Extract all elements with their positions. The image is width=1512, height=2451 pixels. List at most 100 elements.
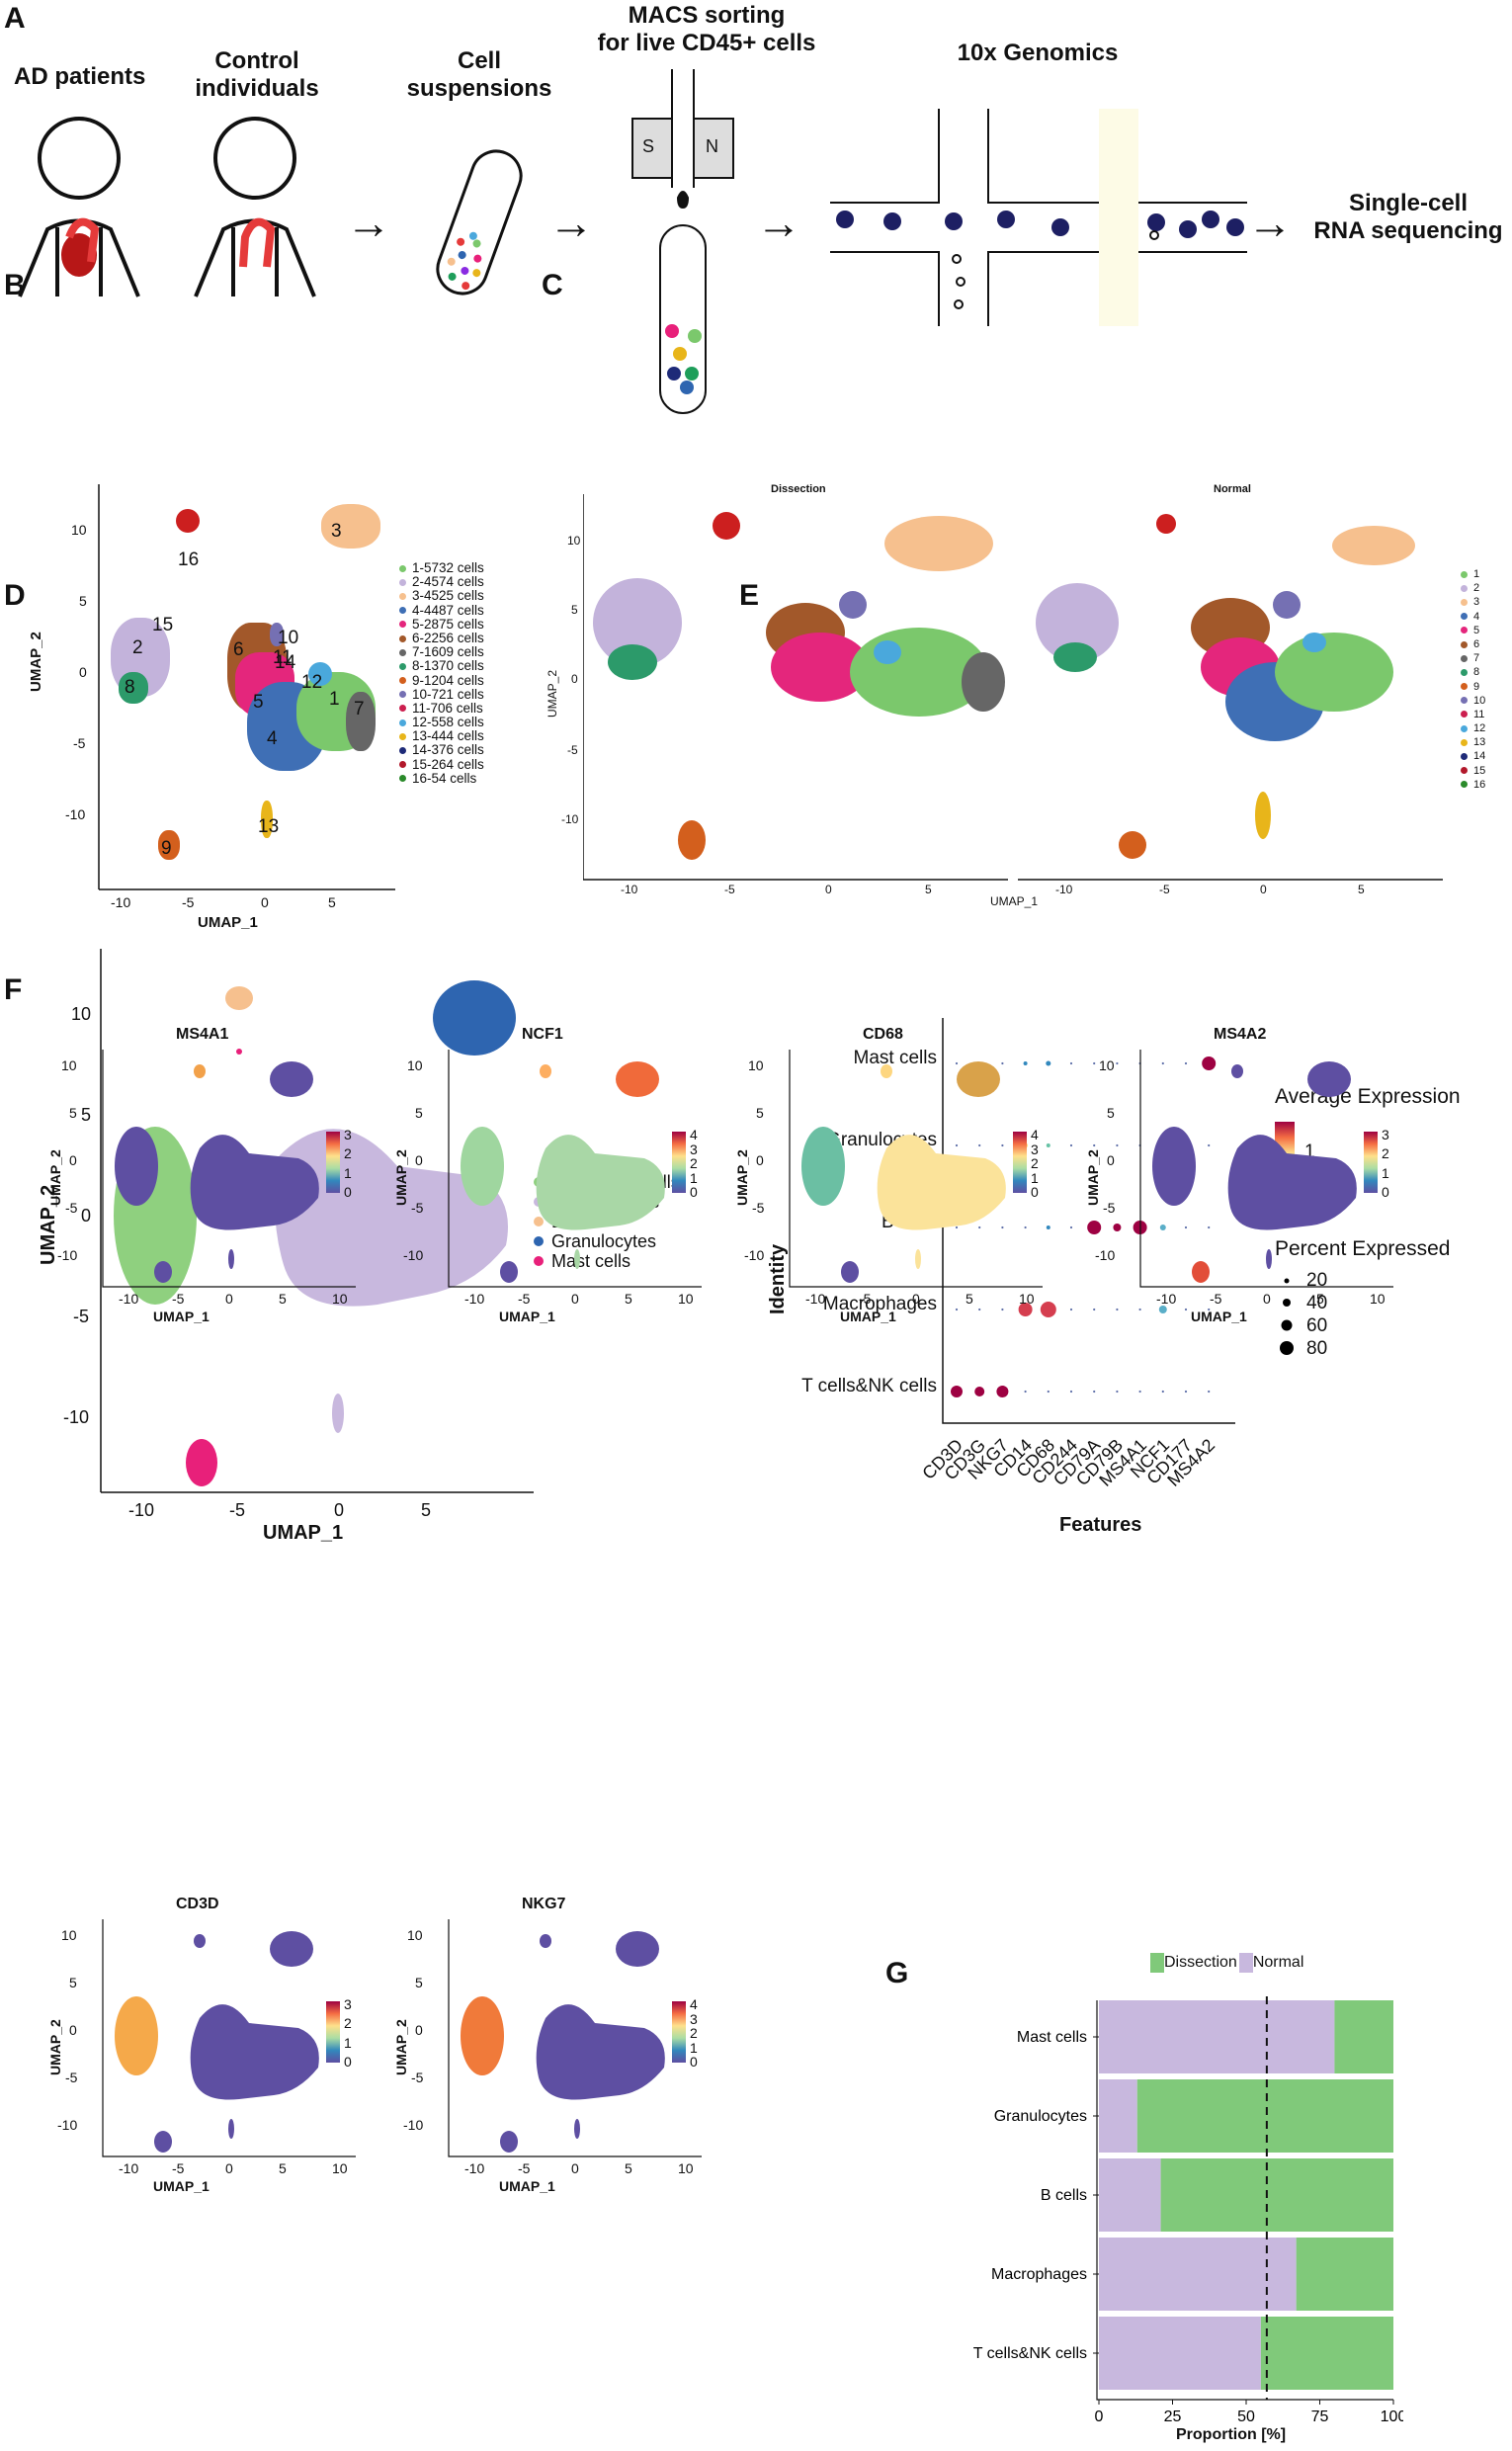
colorbar-tick: 3 — [1382, 1127, 1389, 1142]
cluster-blob — [616, 1061, 659, 1097]
legend-label: 9-1204 cells — [412, 672, 484, 688]
panel-letter-a: A — [4, 2, 26, 35]
cluster-blob — [332, 1394, 344, 1433]
tick-label: -10 — [621, 883, 638, 896]
cluster-blob — [190, 1135, 319, 1230]
x-tick-label: 75 — [1311, 2409, 1329, 2425]
x-tick-label: 50 — [1237, 2409, 1255, 2425]
feature-ylabel: UMAP_2 — [47, 1149, 63, 1206]
cluster-number: 2 — [132, 637, 143, 658]
tick-label: -10 — [805, 1291, 826, 1307]
legend-dot — [1461, 570, 1468, 578]
dot-CD244-T cells&NK cells — [1069, 1390, 1073, 1394]
tick-label: 5 — [625, 2160, 632, 2176]
cluster-blob — [270, 1061, 313, 1097]
tick-label: -5 — [411, 2070, 424, 2085]
tick-label: -10 — [464, 1291, 485, 1307]
cluster-blob — [236, 1049, 242, 1055]
g-axes — [1096, 2000, 1393, 2401]
microfluidic-chip — [830, 109, 1247, 326]
dot-CD244-Granulocytes — [1069, 1143, 1073, 1147]
cluster-blob — [1266, 1249, 1272, 1269]
cluster-blob — [1255, 792, 1271, 839]
cluster-number: 1 — [329, 689, 340, 710]
tick-label: 10 — [748, 1057, 764, 1073]
legend-item: 3 — [1461, 595, 1485, 609]
panel-letter-e: E — [739, 579, 760, 612]
x-tick-label: 25 — [1164, 2409, 1182, 2425]
legend-item: 13 — [1461, 735, 1485, 749]
legend-dot — [534, 1217, 544, 1226]
tick-label: 0 — [81, 1206, 92, 1226]
legend-label: 4 — [1473, 610, 1480, 623]
dot-NKG7-T cells&NK cells — [996, 1386, 1009, 1397]
dot-CD3G-Macrophages — [978, 1308, 981, 1311]
legend-label: 3 — [1473, 596, 1480, 609]
cluster-blob — [1231, 1064, 1243, 1078]
cluster-blob — [228, 2119, 234, 2139]
dot-CD79B-B cells — [1113, 1224, 1122, 1231]
legend-label: 10 — [1473, 694, 1486, 707]
legend-dot — [1461, 711, 1468, 718]
tick-label: -5 — [724, 883, 735, 896]
cluster-blob — [957, 1061, 1000, 1097]
legend-label: 8 — [1473, 666, 1480, 679]
cluster-blob — [1227, 1135, 1357, 1230]
cluster-blob — [1332, 526, 1415, 565]
dot-CD79A-B cells — [1087, 1221, 1102, 1234]
g-xlabel: Proportion [%] — [1176, 2426, 1287, 2443]
cluster-blob — [115, 1996, 158, 2075]
tick-label: -10 — [57, 1247, 78, 1263]
cluster-blob — [540, 1934, 551, 1948]
legend-item: 7 — [1461, 651, 1485, 665]
pct-tick: 60 — [1306, 1315, 1328, 1336]
legend-dot — [534, 1256, 544, 1266]
tick-label: -10 — [561, 812, 579, 826]
tick-label: -5 — [518, 2160, 531, 2176]
feature-plot-canvas — [102, 1919, 356, 2157]
tick-label: 5 — [279, 2160, 287, 2176]
cluster-blob — [321, 504, 380, 549]
size-legend-dot — [1284, 1278, 1290, 1284]
legend-label: 2 — [1473, 582, 1480, 595]
tick-label: 0 — [912, 1291, 920, 1307]
colorbar-tick: 0 — [690, 1184, 698, 1200]
bar-dissection-3 — [1296, 2238, 1393, 2311]
colorbar-tick: 2 — [690, 2025, 698, 2041]
tick-label: 5 — [756, 1105, 764, 1121]
colorbar-tick: 1 — [1031, 1169, 1039, 1186]
dot-CD3G-Granulocytes — [978, 1143, 981, 1147]
colorbar-tick: 4 — [690, 1996, 698, 2012]
cluster-number: 6 — [233, 639, 244, 660]
tick-label: 10 — [61, 1927, 77, 1943]
legend-item: 15-264 cells — [399, 757, 484, 772]
cluster-number: 15 — [152, 615, 174, 635]
cluster-blob — [536, 2004, 665, 2100]
tick-label: 0 — [1263, 1291, 1271, 1307]
legend-item: 11-706 cells — [399, 701, 484, 716]
legend-item: 5-2875 cells — [399, 617, 484, 632]
cluster-blob — [270, 623, 284, 646]
legend-dot — [1461, 753, 1468, 761]
dot-MS4A1-Macrophages — [1138, 1308, 1141, 1311]
colorbar-tick: 1 — [1382, 1164, 1389, 1181]
legend-label: 9 — [1473, 680, 1480, 693]
bar-dissection-1 — [1136, 2079, 1393, 2153]
dot-CD68-T cells&NK cells — [1047, 1390, 1050, 1394]
cluster-number: 7 — [354, 699, 365, 719]
cluster-blob — [500, 2131, 518, 2153]
cluster-blob — [801, 1127, 845, 1206]
colorbar-tick: 2 — [344, 1145, 352, 1162]
panel-letter-g: G — [885, 1957, 909, 1989]
dotplot-xlabel: Features — [1059, 1514, 1142, 1536]
feature-plot-title: CD3D — [176, 1896, 219, 1912]
dot-CD3D-Macrophages — [955, 1308, 959, 1311]
cluster-blob — [500, 1261, 518, 1283]
cluster-blob — [158, 830, 180, 860]
cluster-blob — [115, 1127, 158, 1206]
cluster-number: 10 — [278, 628, 299, 648]
bar-normal-2 — [1099, 2158, 1161, 2232]
umap-c-legend: 1 2 3 4 5 6 7 8 9 10 11 12 13 14 15 16 — [1461, 567, 1485, 792]
colorbar-tick: 0 — [1031, 1184, 1039, 1200]
panel-letter-f: F — [4, 973, 23, 1006]
